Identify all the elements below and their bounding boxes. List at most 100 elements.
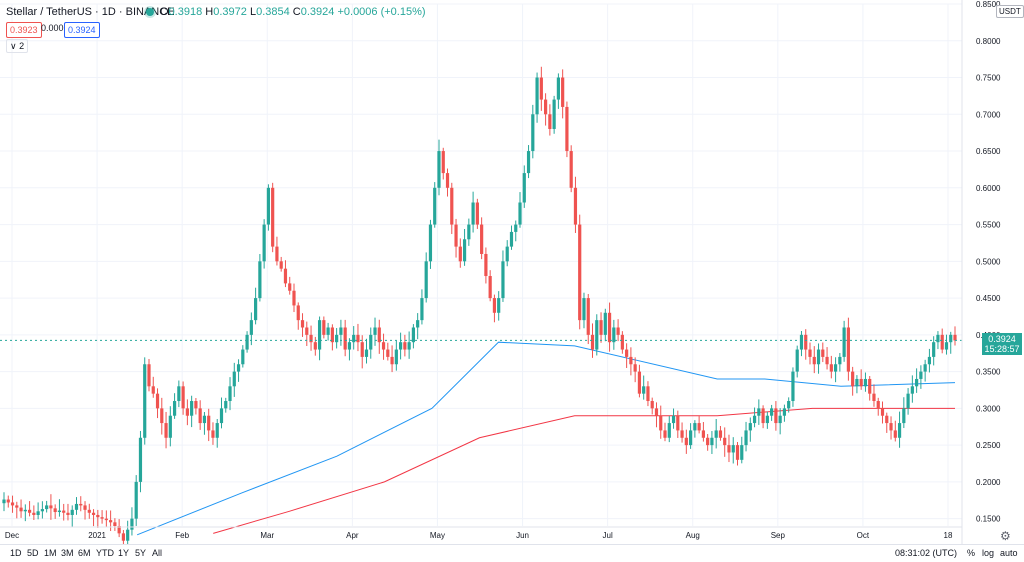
candle-body <box>787 401 791 409</box>
candle-body <box>104 518 108 521</box>
candle-body <box>373 327 377 335</box>
candle-body <box>488 276 492 299</box>
candle-body <box>915 378 919 387</box>
candle-body <box>305 327 309 335</box>
candle-body <box>87 509 91 513</box>
date-tick: Jun <box>516 531 529 540</box>
candle-body <box>573 187 578 225</box>
candle-body <box>885 415 889 424</box>
candle-body <box>130 518 134 530</box>
range-1m[interactable]: 1M <box>44 548 57 558</box>
candle-body <box>710 437 714 446</box>
bid-price[interactable]: 0.3923 <box>6 22 42 38</box>
candle-body <box>96 514 100 518</box>
date-tick: Aug <box>686 531 700 540</box>
ask-price[interactable]: 0.3924 <box>64 22 100 38</box>
settings-gear-icon[interactable]: ⚙ <box>1000 529 1011 543</box>
candle-body <box>117 526 121 534</box>
range-6m[interactable]: 6M <box>78 548 91 558</box>
candle-body <box>932 342 936 357</box>
candle-body <box>151 386 155 394</box>
candle-body <box>19 507 23 512</box>
candle-body <box>113 522 117 526</box>
range-5d[interactable]: 5D <box>27 548 39 558</box>
price-tick: 0.8500 <box>976 0 1001 9</box>
candle-body <box>40 509 44 512</box>
date-tick: Oct <box>857 531 870 540</box>
range-1y[interactable]: 1Y <box>118 548 130 558</box>
low-label: L <box>249 6 257 18</box>
candle-body <box>126 529 130 541</box>
candle-body <box>283 268 288 284</box>
candle-body <box>868 378 872 394</box>
symbol-title[interactable]: Stellar / TetherUS · 1D · BINANCE <box>6 6 175 18</box>
candle-body <box>902 408 906 424</box>
candle-body <box>774 408 778 424</box>
candle-body <box>155 393 160 409</box>
date-tick: Apr <box>346 531 359 540</box>
candle-body <box>433 187 437 225</box>
candle-body <box>317 320 322 350</box>
candle-body <box>565 106 569 152</box>
candle-body <box>693 423 697 431</box>
bottom-toolbar: 1D 5D 1M 3M 6M YTD 1Y 5Y All 08:31:02 (U… <box>0 544 1024 562</box>
candle-body <box>245 334 249 350</box>
candle-body <box>625 349 629 357</box>
candle-body <box>770 408 774 416</box>
candle-body <box>70 509 74 515</box>
candle-body <box>923 364 927 372</box>
candle-body <box>688 430 693 446</box>
date-tick: 18 <box>944 531 953 540</box>
log-scale-toggle[interactable]: log <box>982 548 995 558</box>
candle-body <box>582 298 586 321</box>
candle-body <box>825 356 829 365</box>
candle-body <box>765 415 769 424</box>
candle-body <box>514 224 518 232</box>
candle-body <box>642 386 646 394</box>
range-3m[interactable]: 3M <box>61 548 74 558</box>
candle-body <box>791 371 795 402</box>
candle-body <box>83 505 87 510</box>
candle-body <box>748 423 752 431</box>
candle-body <box>629 356 633 365</box>
price-tick: 0.6000 <box>976 184 1001 193</box>
candle-body <box>386 349 390 357</box>
candle-body <box>10 502 15 506</box>
auto-scale-toggle[interactable]: auto <box>1000 548 1018 558</box>
candle-body <box>816 349 821 365</box>
utc-clock[interactable]: 08:31:02 (UTC) <box>895 548 958 558</box>
candle-body <box>654 408 659 416</box>
range-1d[interactable]: 1D <box>10 548 22 558</box>
price-tick: 0.1500 <box>976 515 1001 524</box>
range-ytd[interactable]: YTD <box>96 548 114 558</box>
candle-body <box>74 503 79 510</box>
date-tick: Mar <box>260 531 274 540</box>
candle-body <box>497 298 501 313</box>
percent-scale-toggle[interactable]: % <box>967 548 976 558</box>
indicators-toggle[interactable]: ∨ 2 <box>6 39 29 53</box>
price-chart[interactable]: 0.15000.20000.25000.30000.35000.40000.45… <box>0 0 1024 544</box>
candle-body <box>36 511 40 515</box>
candle-body <box>633 364 637 372</box>
candle-body <box>91 512 96 515</box>
candle-body <box>804 334 808 350</box>
open-label: O <box>160 6 169 18</box>
currency-label[interactable]: USDT <box>996 5 1024 18</box>
range-5y[interactable]: 5Y <box>135 548 147 558</box>
range-all[interactable]: All <box>152 548 163 558</box>
candle-body <box>241 349 245 365</box>
high-label: H <box>205 6 214 18</box>
candle-body <box>863 378 868 387</box>
candle-body <box>109 520 113 523</box>
candle-body <box>599 320 603 335</box>
candle-body <box>897 423 902 438</box>
open-value: 0.3918 <box>168 6 203 18</box>
candle-body <box>15 505 19 508</box>
candle-body <box>607 312 612 343</box>
candle-body <box>667 423 671 438</box>
change-value: +0.0006 (+0.15%) <box>337 6 426 18</box>
candle-body <box>330 327 334 343</box>
candle-body <box>795 349 799 372</box>
candle-body <box>377 327 381 343</box>
candle-body <box>752 415 757 424</box>
